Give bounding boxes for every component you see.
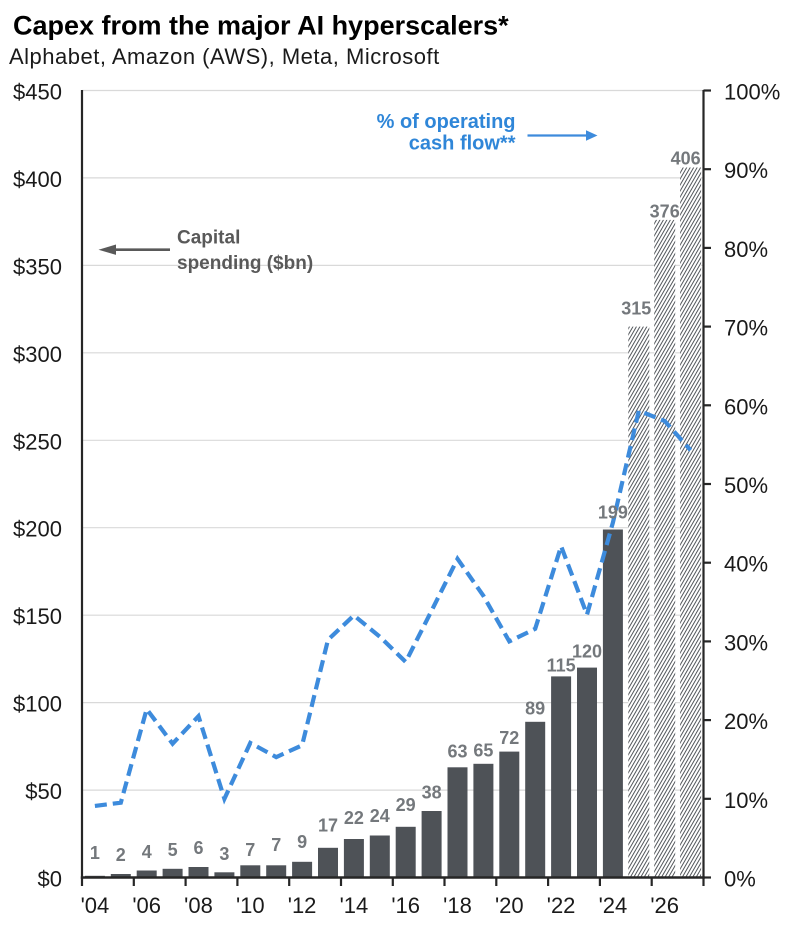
svg-text:'14: '14 <box>340 893 369 918</box>
svg-text:50%: 50% <box>724 473 768 498</box>
svg-text:5: 5 <box>168 840 178 860</box>
svg-text:'08: '08 <box>184 893 213 918</box>
svg-text:90%: 90% <box>724 158 768 183</box>
svg-text:$450: $450 <box>13 80 62 105</box>
svg-text:$300: $300 <box>13 342 62 367</box>
svg-text:% of operating: % of operating <box>377 111 516 133</box>
svg-text:$50: $50 <box>25 779 62 804</box>
svg-text:115: 115 <box>547 656 576 676</box>
svg-text:72: 72 <box>499 728 519 748</box>
svg-text:'22: '22 <box>547 893 576 918</box>
svg-text:$0: $0 <box>38 867 62 892</box>
svg-text:7: 7 <box>245 840 255 860</box>
svg-text:89: 89 <box>525 698 545 718</box>
svg-text:'06: '06 <box>132 893 161 918</box>
svg-text:$250: $250 <box>13 429 62 454</box>
svg-text:2: 2 <box>116 845 126 865</box>
svg-text:$350: $350 <box>13 254 62 279</box>
svg-text:Capital: Capital <box>177 228 240 249</box>
svg-text:$400: $400 <box>13 167 62 192</box>
svg-text:38: 38 <box>422 783 442 803</box>
svg-text:'04: '04 <box>81 893 110 918</box>
svg-text:406: 406 <box>671 148 701 168</box>
svg-text:7: 7 <box>271 835 281 855</box>
svg-text:'10: '10 <box>236 893 265 918</box>
svg-text:22: 22 <box>344 808 364 828</box>
svg-text:'12: '12 <box>288 893 317 918</box>
svg-text:100%: 100% <box>724 80 780 105</box>
svg-text:'16: '16 <box>391 893 420 918</box>
svg-text:Alphabet, Amazon (AWS), Meta,: Alphabet, Amazon (AWS), Meta, Microsoft <box>9 44 440 69</box>
svg-text:1: 1 <box>90 843 100 863</box>
svg-text:6: 6 <box>193 838 203 858</box>
svg-text:70%: 70% <box>724 316 768 341</box>
svg-text:63: 63 <box>447 742 467 762</box>
svg-text:315: 315 <box>621 298 651 318</box>
svg-text:9: 9 <box>297 832 307 852</box>
svg-text:199: 199 <box>598 502 628 522</box>
svg-text:29: 29 <box>396 795 416 815</box>
svg-text:60%: 60% <box>724 394 768 419</box>
svg-text:120: 120 <box>572 641 602 661</box>
svg-text:10%: 10% <box>724 788 768 813</box>
svg-text:80%: 80% <box>724 237 768 262</box>
svg-text:30%: 30% <box>724 630 768 655</box>
svg-text:24: 24 <box>370 806 390 826</box>
svg-text:$150: $150 <box>13 604 62 629</box>
svg-text:Capex from the major AI hypers: Capex from the major AI hyperscalers* <box>13 11 509 41</box>
svg-text:$200: $200 <box>13 517 62 542</box>
svg-text:0%: 0% <box>724 867 756 892</box>
svg-text:cash flow**: cash flow** <box>409 133 516 155</box>
svg-text:376: 376 <box>650 202 680 222</box>
svg-text:spending ($bn): spending ($bn) <box>177 253 313 274</box>
svg-text:65: 65 <box>473 740 493 760</box>
svg-text:'18: '18 <box>443 893 472 918</box>
svg-text:4: 4 <box>142 842 152 862</box>
svg-text:'20: '20 <box>495 893 524 918</box>
svg-text:'26: '26 <box>650 893 679 918</box>
svg-text:40%: 40% <box>724 552 768 577</box>
svg-text:$100: $100 <box>13 692 62 717</box>
svg-text:'24: '24 <box>599 893 628 918</box>
svg-text:17: 17 <box>318 816 338 836</box>
svg-text:3: 3 <box>219 844 229 864</box>
svg-text:20%: 20% <box>724 709 768 734</box>
